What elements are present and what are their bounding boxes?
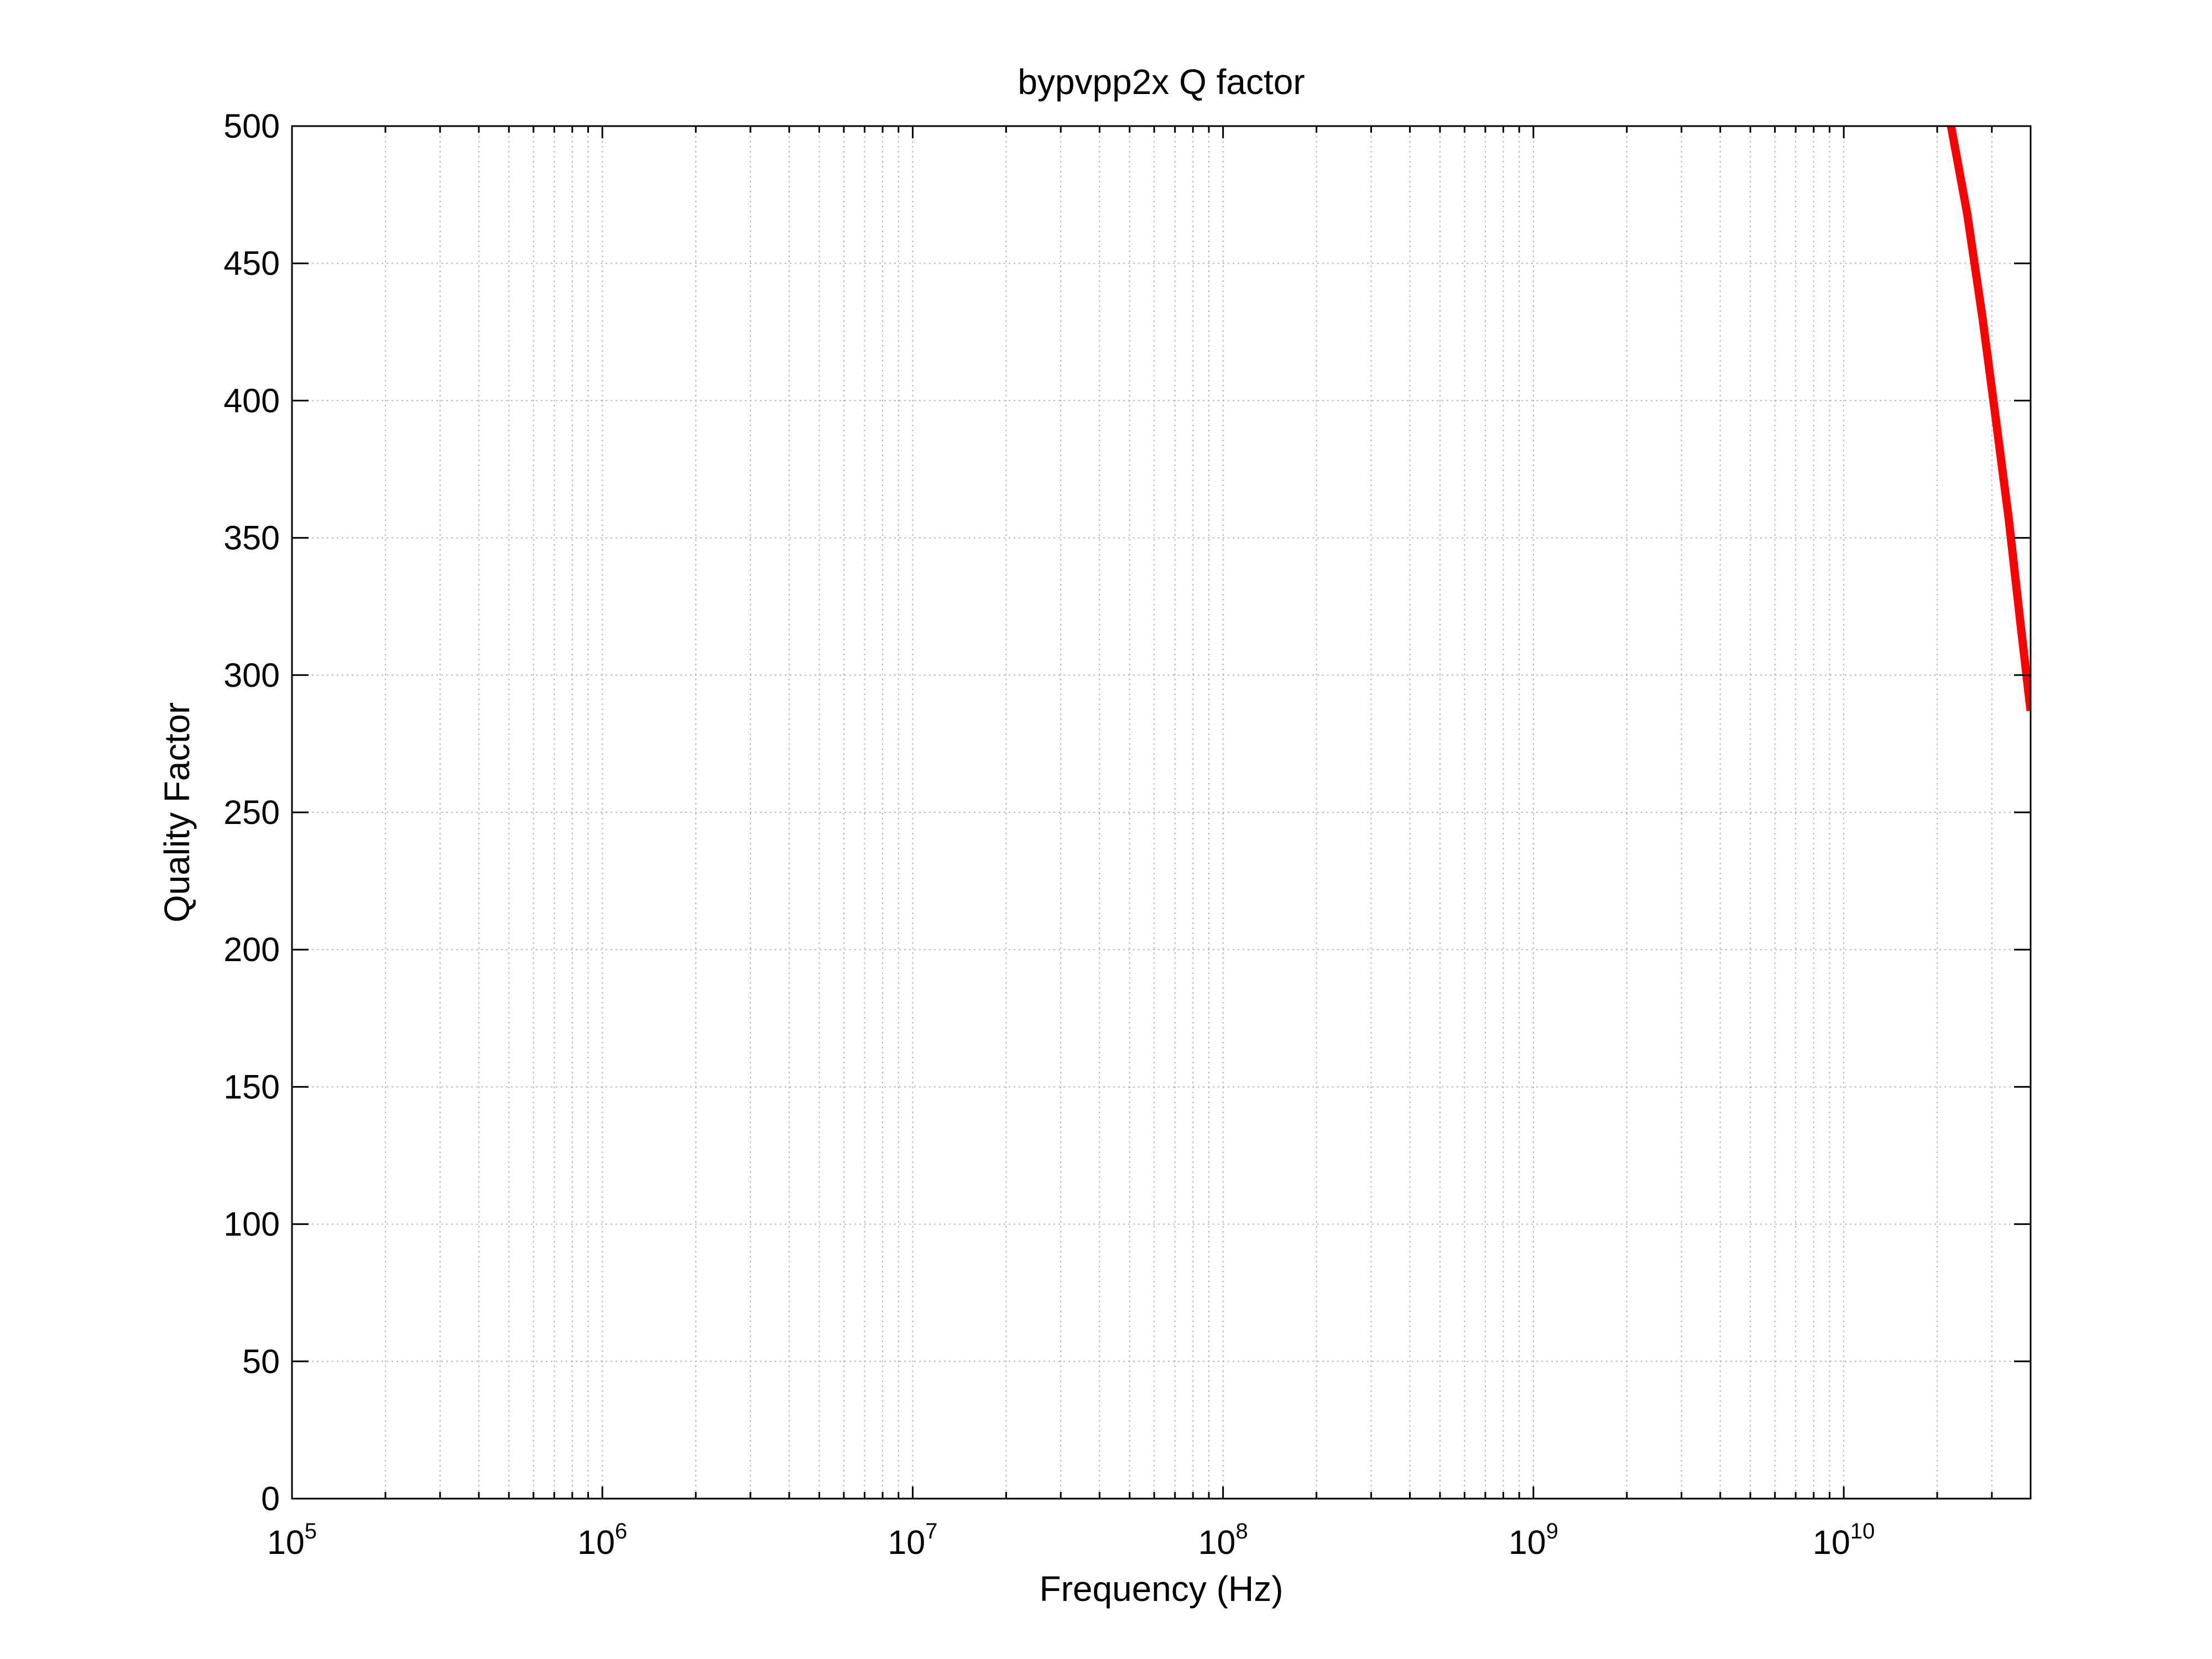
x-tick-label: 108 [1198, 1519, 1248, 1561]
y-tick-label: 150 [223, 1068, 280, 1105]
ticks [292, 125, 2031, 1500]
x-axis-label: Frequency (Hz) [1040, 1569, 1284, 1609]
x-tick-label: 1010 [1813, 1519, 1875, 1561]
x-tick-label: 106 [577, 1519, 627, 1561]
y-tick-label: 300 [223, 656, 280, 694]
y-tick-label: 250 [223, 794, 280, 831]
y-axis-label: Quality Factor [157, 702, 197, 922]
y-tick-label: 450 [223, 244, 280, 282]
x-tick-label: 105 [267, 1519, 317, 1561]
series-layer [1947, 126, 2031, 712]
plot-area [292, 126, 2031, 1499]
y-tick-label: 400 [223, 382, 280, 419]
y-tick-label: 500 [223, 107, 280, 145]
y-tick-label: 50 [242, 1343, 280, 1380]
x-tick-label: 109 [1509, 1519, 1558, 1561]
y-tick-label: 200 [223, 931, 280, 968]
grid [292, 126, 2031, 1499]
y-tick-label: 0 [261, 1480, 280, 1517]
series-line [1947, 126, 2031, 712]
y-tick-label: 100 [223, 1206, 280, 1243]
x-tick-label: 107 [888, 1519, 937, 1561]
tick-labels: 0 50 100 150 200 250 300 350 400 450 500 105 106 107 1… [223, 107, 1875, 1561]
chart-title: bypvpp2x Q factor [1018, 62, 1305, 102]
y-tick-label: 350 [223, 519, 280, 557]
